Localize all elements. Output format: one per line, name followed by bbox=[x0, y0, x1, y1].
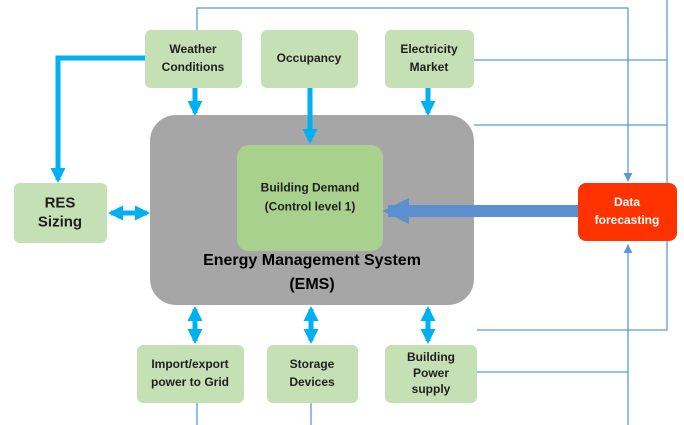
node-label: Weather bbox=[169, 42, 216, 56]
node-label: Data bbox=[614, 195, 640, 209]
node-label: forecasting bbox=[595, 213, 660, 227]
node-label: supply bbox=[412, 382, 451, 396]
labels: Weather Conditions Occupancy Electricity Mar… bbox=[38, 42, 659, 396]
line bbox=[477, 0, 668, 331]
node-label: Electricity bbox=[400, 42, 458, 56]
node-label: Storage bbox=[290, 357, 335, 371]
node-label: Market bbox=[410, 60, 449, 74]
node-label: Occupancy bbox=[277, 51, 342, 65]
node-label: power to Grid bbox=[151, 375, 229, 389]
demand-box bbox=[237, 145, 383, 251]
connectors bbox=[196, 0, 668, 425]
node-label: (Control level 1) bbox=[265, 200, 356, 214]
line bbox=[196, 7, 633, 182]
node-box bbox=[137, 345, 244, 403]
node-box bbox=[261, 30, 358, 88]
node-box bbox=[385, 345, 477, 403]
node-label: Import/export bbox=[151, 357, 228, 371]
node-label: Conditions bbox=[162, 60, 225, 74]
arrow bbox=[50, 55, 145, 183]
arrows bbox=[50, 55, 578, 344]
node-box bbox=[267, 345, 358, 403]
node-box bbox=[385, 30, 474, 88]
node-label: (EMS) bbox=[289, 276, 334, 293]
node-box bbox=[578, 183, 677, 241]
node-label: Devices bbox=[289, 375, 335, 389]
node-box bbox=[14, 183, 107, 243]
node-label: Sizing bbox=[38, 213, 82, 230]
node-label: Building Demand bbox=[261, 181, 360, 195]
node-box bbox=[145, 30, 242, 88]
node-label: Energy Management System bbox=[203, 252, 421, 269]
node-label: Building bbox=[407, 350, 455, 364]
node-label: RES bbox=[45, 194, 76, 211]
node-label: Power bbox=[413, 366, 449, 380]
